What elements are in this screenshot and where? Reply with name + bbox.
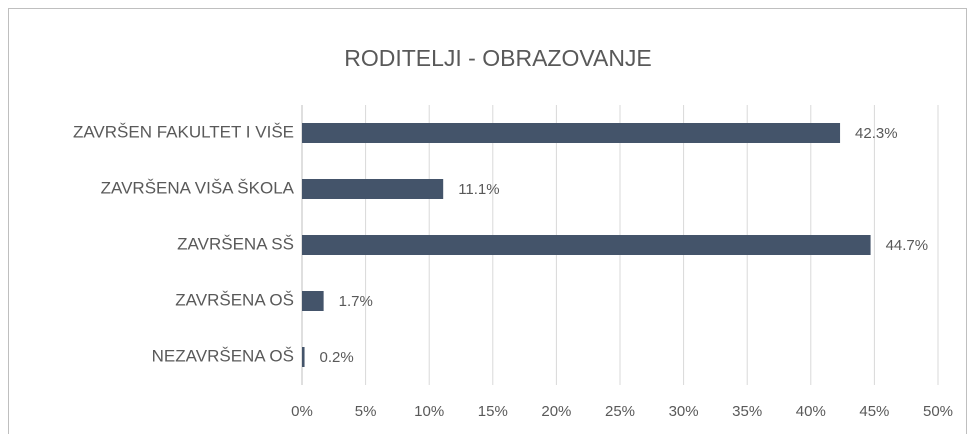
bar <box>302 123 841 143</box>
x-tick-label: 45% <box>859 403 889 420</box>
bar <box>302 291 324 311</box>
bar <box>302 347 305 367</box>
data-label: 1.7% <box>339 293 373 310</box>
y-tick-label: ZAVRŠENA OŠ <box>175 290 294 309</box>
y-tick-label: NEZAVRŠENA OŠ <box>152 346 294 365</box>
x-tick-label: 25% <box>605 403 635 420</box>
bar <box>302 179 444 199</box>
y-tick-label: ZAVRŠENA SŠ <box>177 234 294 253</box>
data-label: 11.1% <box>458 181 499 198</box>
bar <box>302 235 871 255</box>
x-tick-label: 0% <box>291 403 313 420</box>
data-label: 0.2% <box>320 349 354 366</box>
data-label: 42.3% <box>855 125 898 142</box>
chart-title: RODITELJI - OBRAZOVANJE <box>344 45 652 71</box>
y-tick-label: ZAVRŠENA VIŠA ŠKOLA <box>101 178 295 197</box>
x-tick-label: 35% <box>732 403 762 420</box>
x-tick-label: 5% <box>355 403 377 420</box>
chart-frame <box>8 8 967 434</box>
x-tick-label: 30% <box>669 403 699 420</box>
y-tick-label: ZAVRŠEN FAKULTET I VIŠE <box>73 122 294 141</box>
x-tick-label: 50% <box>923 403 953 420</box>
x-tick-label: 10% <box>414 403 444 420</box>
x-tick-label: 20% <box>541 403 571 420</box>
x-tick-label: 15% <box>478 403 508 420</box>
data-label: 44.7% <box>886 237 929 254</box>
x-tick-label: 40% <box>796 403 826 420</box>
